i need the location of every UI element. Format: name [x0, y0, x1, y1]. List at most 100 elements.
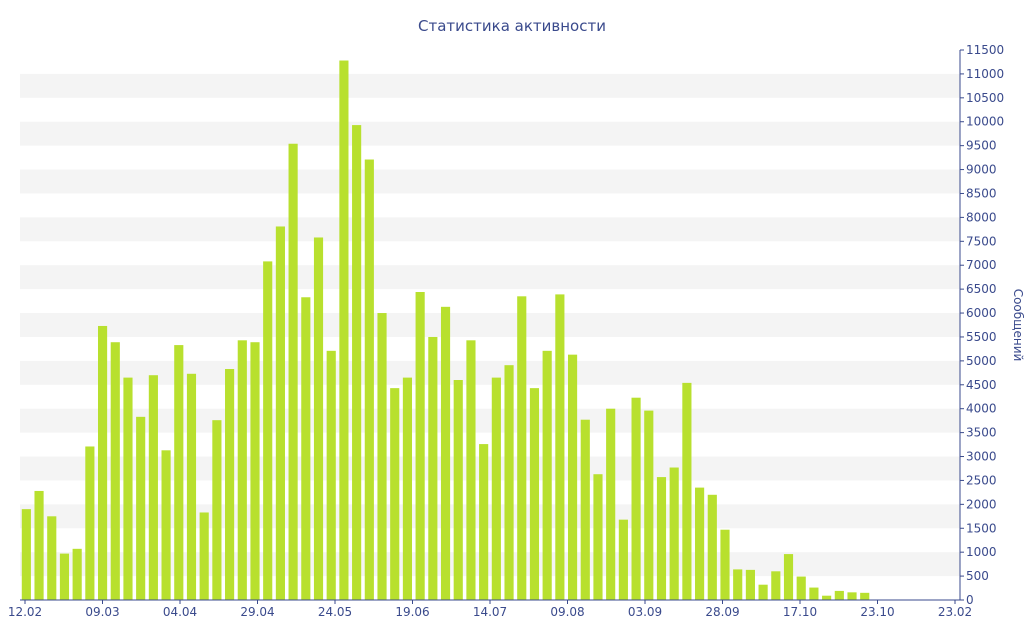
x-tick-label: 04.04	[163, 605, 197, 619]
grid-band	[20, 217, 960, 242]
y-tick-label: 7000	[966, 258, 997, 272]
bar	[199, 512, 209, 600]
x-tick-label: 23.10	[860, 605, 894, 619]
bar	[250, 342, 260, 600]
bar	[504, 365, 514, 600]
y-tick-label: 9000	[966, 163, 997, 177]
bar	[34, 490, 44, 600]
x-tick-label: 09.08	[550, 605, 584, 619]
y-tick-label: 2000	[966, 497, 997, 511]
y-tick-label: 10000	[966, 115, 1004, 129]
bar	[479, 444, 489, 600]
grid-band	[20, 265, 960, 290]
bar	[580, 419, 590, 600]
bar	[428, 336, 438, 600]
y-tick-label: 1500	[966, 521, 997, 535]
grid-band	[20, 456, 960, 481]
bar	[288, 143, 298, 600]
y-tick-label: 3500	[966, 426, 997, 440]
bar	[301, 297, 311, 600]
grid-bands	[20, 73, 960, 577]
bar	[644, 410, 654, 600]
bar	[148, 375, 158, 600]
grid-band	[20, 169, 960, 194]
bar	[567, 354, 578, 600]
bar	[733, 569, 743, 600]
bar	[440, 306, 451, 600]
y-tick-label: 0	[966, 593, 974, 607]
y-tick-label: 5000	[966, 354, 997, 368]
bar	[466, 340, 476, 600]
x-tick-label: 17.10	[783, 605, 817, 619]
y-tick-label: 6000	[966, 306, 997, 320]
bar	[669, 467, 679, 600]
y-tick-label: 8000	[966, 210, 997, 224]
bar	[834, 590, 844, 600]
y-tick-label: 1000	[966, 545, 997, 559]
grid-band	[20, 552, 960, 577]
bar	[377, 313, 387, 600]
bar	[453, 380, 463, 600]
bar	[542, 350, 552, 600]
bar	[237, 340, 247, 600]
y-tick-label: 500	[966, 569, 989, 583]
y-tick-label: 4500	[966, 378, 997, 392]
bar	[72, 548, 82, 600]
grid-band	[20, 121, 960, 146]
bar	[847, 592, 857, 600]
bar	[390, 388, 400, 600]
bar	[517, 296, 527, 600]
bar	[59, 553, 70, 600]
bar	[123, 377, 133, 600]
grid-band	[20, 73, 960, 98]
bar	[695, 487, 705, 600]
x-ticks: 12.02 09.03 04.04 29.04 24.05 19.06 14.07 09.08…	[8, 600, 972, 619]
bar	[783, 554, 794, 600]
grid-band	[20, 504, 960, 529]
chart-title: Статистика активности	[418, 17, 606, 35]
y-tick-label: 11500	[966, 43, 1004, 57]
bar	[606, 408, 616, 600]
bar	[415, 292, 425, 600]
bar	[771, 571, 781, 600]
y-tick-label: 3000	[966, 450, 997, 464]
grid-band	[20, 408, 960, 433]
x-tick-label: 19.06	[395, 605, 429, 619]
bar	[352, 125, 362, 600]
bar	[593, 474, 603, 600]
x-tick-label: 14.07	[473, 605, 507, 619]
bar	[720, 529, 730, 600]
bar	[491, 377, 501, 600]
bar	[110, 342, 120, 600]
bar	[860, 592, 870, 600]
bar	[275, 226, 285, 600]
x-tick-label: 29.04	[240, 605, 274, 619]
bar	[809, 587, 819, 600]
x-tick-label: 03.09	[628, 605, 662, 619]
bar	[212, 420, 222, 600]
bar	[186, 373, 197, 600]
x-tick-label: 23.02	[938, 605, 972, 619]
bar	[339, 60, 349, 601]
x-tick-label: 12.02	[8, 605, 42, 619]
grid-band	[20, 360, 960, 385]
y-tick-label: 4000	[966, 402, 997, 416]
y-tick-label: 11000	[966, 67, 1004, 81]
bar	[225, 369, 235, 600]
bar	[136, 416, 146, 600]
bar	[555, 294, 565, 600]
bar	[21, 509, 31, 600]
bar	[631, 397, 641, 600]
bar	[745, 569, 755, 600]
bars	[21, 60, 959, 601]
x-tick-label: 09.03	[85, 605, 119, 619]
bar	[682, 382, 692, 600]
bar	[618, 519, 628, 600]
y-tick-label: 8500	[966, 186, 997, 200]
bar	[263, 261, 273, 600]
bar	[313, 237, 324, 600]
x-tick-label: 28.09	[705, 605, 739, 619]
bar	[758, 584, 768, 600]
y-tick-label: 10500	[966, 91, 1004, 105]
bar	[364, 159, 374, 601]
